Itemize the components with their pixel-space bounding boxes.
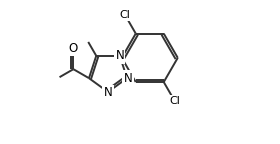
Text: Cl: Cl [119, 10, 130, 20]
Text: N: N [115, 49, 124, 62]
Text: Cl: Cl [169, 96, 180, 106]
Text: N: N [104, 87, 112, 100]
Text: N: N [124, 72, 132, 85]
Text: O: O [69, 42, 78, 55]
